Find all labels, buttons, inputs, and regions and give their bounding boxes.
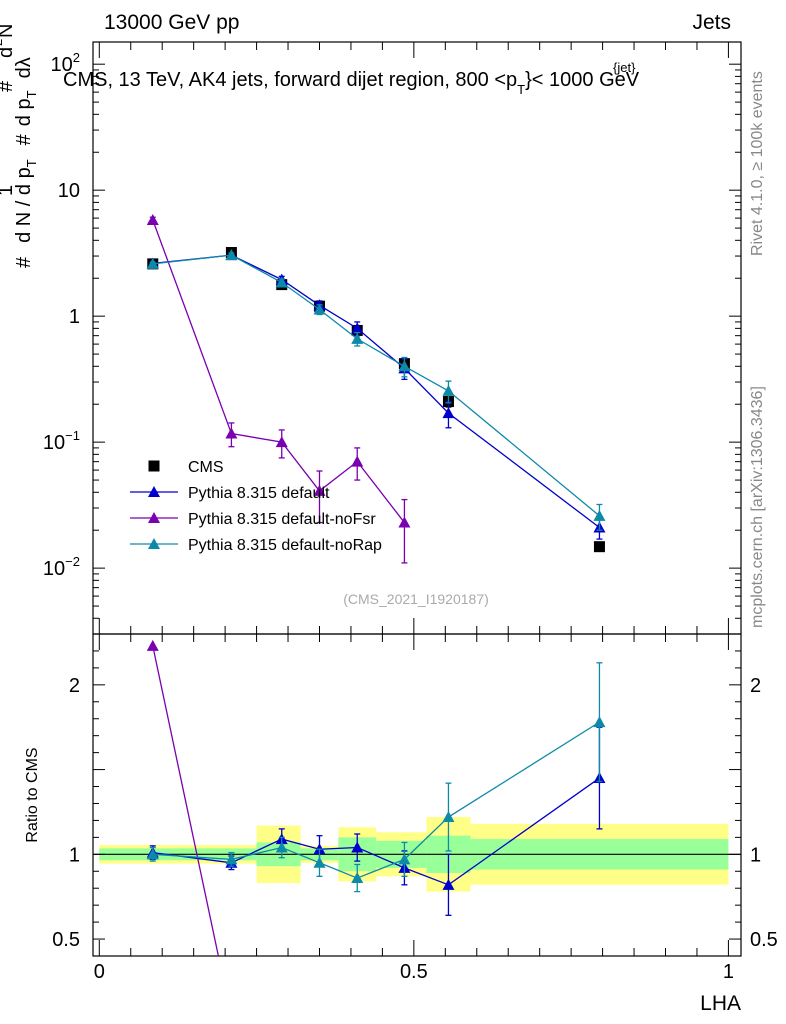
main-y-tick-label: 10 [58, 180, 80, 202]
plot-title: CMS, 13 TeV, AK4 jets, forward dijet reg… [63, 60, 640, 97]
svg-text:#: # [0, 80, 17, 92]
ratio-y-axis-label: Ratio to CMS [24, 747, 41, 842]
ratio-point-nofsr [225, 1012, 237, 1023]
ratio-y-tick-label: 2 [69, 675, 80, 697]
axes: 10−2 10−1 1 10 102 0.5 0.5 1 1 2 2 0 0.5 1 [43, 41, 778, 983]
data-point-nofsr [146, 213, 159, 225]
x-tick-label: 0.5 [400, 961, 428, 983]
main-y-axis-label: #d N / d pT#d pTdλ 1 # d 2 N [0, 24, 39, 268]
legend-label: CMS [188, 459, 224, 476]
legend-entry-cms: CMS [148, 459, 224, 476]
ratio-line-nofsr [152, 645, 220, 956]
data-point-nofsr [275, 436, 288, 448]
main-y-tick-label: 102 [51, 50, 80, 76]
ratio-y-tick-label: 0.5 [52, 929, 80, 951]
ratio-point-nofsr [146, 639, 159, 651]
data-point-norap [275, 276, 288, 288]
svg-text:1: 1 [0, 185, 17, 196]
ratio-y-tick-label: 1 [69, 844, 80, 866]
ratio-point-norap [351, 872, 364, 884]
ratio-panel-series [146, 639, 606, 1023]
title-end-text: }< 1000 GeV [525, 69, 640, 91]
main-y-tick-label: 10−1 [43, 428, 80, 454]
series-line-norap [152, 254, 600, 517]
data-point-norap [593, 509, 606, 521]
header-jets-label: Jets [692, 11, 731, 34]
x-tick-label: 0 [94, 961, 105, 983]
ratio-point-norap [225, 853, 238, 865]
data-point-nofsr [351, 455, 364, 467]
ratio-line-default [152, 777, 600, 886]
ratio-point-norap [146, 848, 159, 860]
ratio-line-norap [152, 721, 600, 879]
data-point-default [442, 407, 455, 419]
ratio-point-default [442, 878, 455, 890]
ratio-point-norap [398, 853, 411, 865]
series-nofsr [146, 213, 411, 564]
ratio-point-default [351, 841, 364, 853]
x-tick-label: 1 [723, 961, 734, 983]
data-point-norap [351, 332, 364, 344]
legend-label: Pythia 8.315 default [188, 485, 330, 502]
rivet-version-label: Rivet 4.1.0, ≥ 100k events [749, 71, 766, 256]
data-point-norap [146, 257, 159, 269]
ratio-series-default [146, 726, 606, 916]
main-y-tick-label: 10−2 [43, 554, 80, 580]
svg-text:d: d [0, 47, 17, 58]
data-point-norap [442, 384, 455, 396]
title-main-text: CMS, 13 TeV, AK4 jets, forward dijet reg… [63, 69, 517, 91]
ratio-point-norap [275, 841, 288, 853]
legend-marker [148, 512, 160, 523]
legend-marker [148, 538, 160, 549]
legend-label: Pythia 8.315 default-noRap [188, 537, 382, 554]
legend-label: Pythia 8.315 default-noFsr [188, 511, 376, 528]
series-cms [147, 247, 605, 553]
legend-entry-norap: Pythia 8.315 default-noRap [130, 537, 382, 554]
data-point-default [351, 322, 364, 334]
ratio-series-nofsr [146, 639, 237, 1023]
ratio-plot-frame [92, 633, 742, 957]
ratio-point-norap [313, 856, 326, 868]
svg-text:#d N / d pT#d pTdλ: #d N / d pT#d pTdλ [13, 57, 39, 268]
ratio-y-tick-label-right: 0.5 [750, 929, 778, 951]
ratio-y-tick-label-right: 1 [750, 844, 761, 866]
data-point-norap [225, 249, 238, 261]
ratio-series-norap [146, 662, 606, 893]
legend-entry-default: Pythia 8.315 default [130, 485, 330, 502]
data-point-nofsr [398, 516, 411, 528]
ratio-y-tick-label-right: 2 [750, 675, 761, 697]
title-sup-text: {jet} [613, 60, 636, 75]
data-point-nofsr [313, 484, 326, 496]
ratio-point-norap [442, 811, 455, 823]
data-point-nofsr [225, 427, 238, 439]
series-line-nofsr [152, 219, 405, 523]
legend-marker [148, 486, 160, 497]
data-point-cms [593, 541, 605, 553]
data-point-norap [313, 303, 326, 315]
svg-text:N: N [0, 24, 17, 38]
x-axis-label: LHA [700, 992, 741, 1015]
legend-entry-nofsr: Pythia 8.315 default-noFsr [130, 511, 376, 528]
analysis-watermark: (CMS_2021_I1920187) [343, 591, 489, 607]
legend: CMS Pythia 8.315 default Pythia 8.315 defa… [130, 459, 382, 554]
series-norap [146, 249, 606, 531]
ratio-point-norap [593, 716, 606, 728]
data-point-norap [398, 360, 411, 372]
title-sub-text: T [517, 82, 525, 97]
mcplots-label: mcplots.cern.ch [arXiv:1306.3436] [749, 386, 766, 628]
svg-text:CMS, 13 TeV, AK4 jets, forward: CMS, 13 TeV, AK4 jets, forward dijet reg… [63, 69, 640, 97]
legend-marker [148, 460, 160, 472]
main-panel-series [146, 213, 606, 564]
svg-text:2: 2 [0, 39, 5, 46]
main-y-tick-label: 1 [69, 306, 80, 328]
header-energy-label: 13000 GeV pp [104, 11, 239, 34]
